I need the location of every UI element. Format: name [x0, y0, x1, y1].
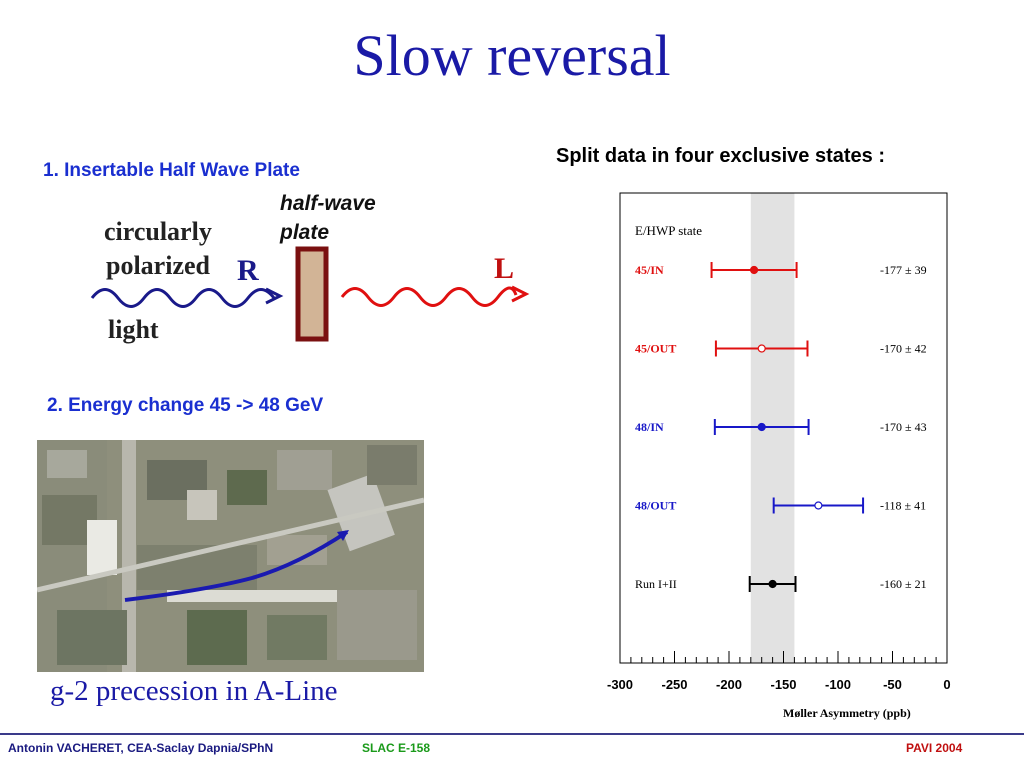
x-tick-label: -150 [770, 677, 796, 692]
chart-title: E/HWP state [635, 223, 702, 238]
left-circular-label: L [494, 252, 514, 285]
value-label: -170 ± 42 [880, 342, 927, 356]
row-label: Run I+II [635, 577, 677, 591]
data-row: 45/OUT -170 ± 42 [635, 340, 927, 357]
row-label: 48/IN [635, 420, 664, 434]
section-heading-energy: 2. Energy change 45 -> 48 GeV [47, 395, 324, 416]
x-tick-label: -300 [607, 677, 633, 692]
data-point [768, 579, 777, 589]
plate-label-line1: half-wave [280, 192, 376, 215]
row-label: 45/IN [635, 263, 664, 277]
data-point [749, 265, 759, 275]
plate-label-line2: plate [279, 221, 329, 244]
section-heading-hwp: 1. Insertable Half Wave Plate [43, 160, 300, 181]
right-circular-label: R [237, 254, 259, 287]
footer-conference: PAVI 2004 [906, 741, 963, 755]
row-label: 45/OUT [635, 342, 676, 356]
page-title: Slow reversal [353, 23, 671, 88]
value-label: -160 ± 21 [880, 577, 927, 591]
data-point [814, 501, 823, 510]
x-axis-label: Møller Asymmetry (ppb) [783, 706, 911, 720]
x-tick-label: -100 [825, 677, 851, 692]
x-tick-label: 0 [943, 677, 950, 692]
chart-heading: Split data in four exclusive states : [556, 145, 885, 167]
footer-experiment: SLAC E-158 [362, 741, 431, 755]
x-tick-label: -50 [883, 677, 902, 692]
light-label-line1: circularly [104, 217, 212, 246]
outgoing-arrowhead [511, 285, 530, 303]
half-wave-plate [295, 246, 329, 342]
x-tick-label: -250 [661, 677, 687, 692]
data-point [757, 344, 766, 353]
incoming-arrowhead [265, 287, 284, 305]
value-label: -170 ± 43 [880, 420, 927, 434]
light-label-line3: light [108, 315, 159, 344]
data-row: 48/IN -170 ± 43 [635, 419, 927, 435]
outgoing-wave [340, 286, 518, 307]
footer-divider [0, 733, 1024, 735]
data-point [757, 422, 766, 432]
value-label: -118 ± 41 [880, 499, 926, 513]
photo-caption: g-2 precession in A-Line [50, 675, 338, 707]
moller-asymmetry-chart: E/HWP state -300 -250 -200 -150 -100 -50 0 45/… [607, 192, 951, 720]
footer-author: Antonin VACHERET, CEA-Saclay Dapnia/SPhN [8, 741, 274, 755]
data-row: 45/IN -177 ± 39 [635, 262, 927, 278]
incoming-wave [90, 288, 276, 308]
data-row: 48/OUT -118 ± 41 [635, 497, 926, 514]
data-row: Run I+II -160 ± 21 [635, 576, 927, 592]
value-label: -177 ± 39 [880, 263, 927, 277]
x-tick-label: -200 [716, 677, 742, 692]
aerial-photo [37, 440, 424, 672]
light-label-line2: polarized [106, 251, 211, 280]
half-wave-plate-diagram: circularly polarized light R half-wave p… [90, 192, 530, 344]
row-label: 48/OUT [635, 499, 676, 513]
